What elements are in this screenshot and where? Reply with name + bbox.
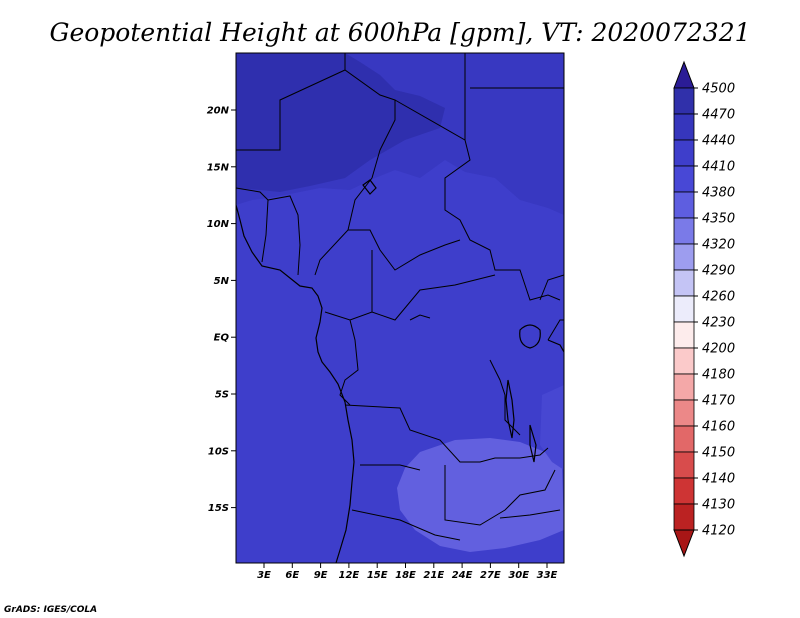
colorbar-segment xyxy=(673,399,695,427)
colorbar-label: 4320 xyxy=(702,238,735,253)
colorbar-label: 4260 xyxy=(702,290,735,305)
colorbar-segment xyxy=(673,295,695,323)
lon-label: 9E xyxy=(314,570,328,581)
lake-malawi xyxy=(529,424,537,463)
map-frame xyxy=(235,52,565,564)
colorbar-top-arrow xyxy=(673,60,695,89)
colorbar-segment xyxy=(673,451,695,479)
height-field-northwest xyxy=(236,53,445,192)
colorbar-segment xyxy=(673,139,695,167)
lon-label: 24E xyxy=(452,570,473,581)
colorbar-segment xyxy=(673,87,695,115)
colorbar-label: 4290 xyxy=(702,264,735,279)
colorbar-bottom-arrow xyxy=(673,529,695,558)
lat-label: 5S xyxy=(215,390,229,401)
colorbar-segment xyxy=(673,243,695,271)
lon-label: 3E xyxy=(257,570,271,581)
lat-label: 10N xyxy=(207,219,230,230)
colorbar-label: 4230 xyxy=(702,316,735,331)
lon-label: 12E xyxy=(339,570,360,581)
colorbar-label: 4120 xyxy=(702,524,735,539)
colorbar-label: 4380 xyxy=(702,186,735,201)
colorbar-label: 4350 xyxy=(702,212,735,227)
lake-tanganyika xyxy=(505,379,515,439)
country-borders xyxy=(236,53,564,541)
colorbar-segment xyxy=(673,347,695,375)
figure-title: Geopotential Height at 600hPa [gpm], VT:… xyxy=(49,18,750,47)
lon-label: 21E xyxy=(423,570,444,581)
lon-label: 27E xyxy=(480,570,501,581)
colorbar-label: 4200 xyxy=(702,342,735,357)
colorbar-label: 4180 xyxy=(702,368,735,383)
lat-label: EQ xyxy=(214,333,230,344)
latitude-axis: 20N 15N 10N 5N EQ 5S 10S 15S xyxy=(207,106,236,514)
lat-label: 10S xyxy=(208,446,229,457)
lat-label: 15N xyxy=(207,162,230,173)
colorbar-label: 4500 xyxy=(702,82,735,97)
colorbar-segment xyxy=(673,503,695,531)
colorbar-label: 4410 xyxy=(702,160,735,175)
colorbar-segment xyxy=(673,373,695,401)
lat-label: 5N xyxy=(214,276,230,287)
colorbar-label: 4140 xyxy=(702,472,735,487)
colorbar-segment xyxy=(673,269,695,297)
map-panel xyxy=(236,53,564,563)
credit-text: GrADS: IGES/COLA xyxy=(4,605,97,615)
colorbar-label: 4130 xyxy=(702,498,735,513)
colorbar-label: 4170 xyxy=(702,394,735,409)
lon-label: 6E xyxy=(285,570,299,581)
colorbar-label: 4160 xyxy=(702,420,735,435)
longitude-axis: 3E 6E 9E 12E 15E 18E 21E 24E 27E 30E 33E xyxy=(257,563,558,581)
coastline-east-africa xyxy=(547,339,564,353)
colorbar-segment xyxy=(673,477,695,505)
colorbar-segment xyxy=(673,113,695,141)
lon-label: 33E xyxy=(537,570,558,581)
lon-label: 30E xyxy=(508,570,529,581)
lat-label: 20N xyxy=(207,106,230,117)
lake-chad xyxy=(362,179,377,195)
colorbar-label: 4470 xyxy=(702,108,735,123)
colorbar-segment xyxy=(673,165,695,193)
colorbar: 4500 4470 4440 4410 4380 4350 4320 4290 4260 4230… xyxy=(673,60,735,558)
height-field-south-anomaly xyxy=(397,438,564,552)
colorbar-segment xyxy=(673,217,695,245)
coastline-west-africa xyxy=(236,204,355,563)
colorbar-segment xyxy=(673,321,695,349)
height-field-east-strip xyxy=(540,385,564,470)
colorbar-segment xyxy=(673,191,695,219)
lake-victoria xyxy=(519,324,541,349)
lon-label: 18E xyxy=(395,570,416,581)
lat-label: 15S xyxy=(208,503,229,514)
colorbar-label: 4150 xyxy=(702,446,735,461)
colorbar-segment xyxy=(673,425,695,453)
lon-label: 15E xyxy=(367,570,388,581)
colorbar-label: 4440 xyxy=(702,134,735,149)
